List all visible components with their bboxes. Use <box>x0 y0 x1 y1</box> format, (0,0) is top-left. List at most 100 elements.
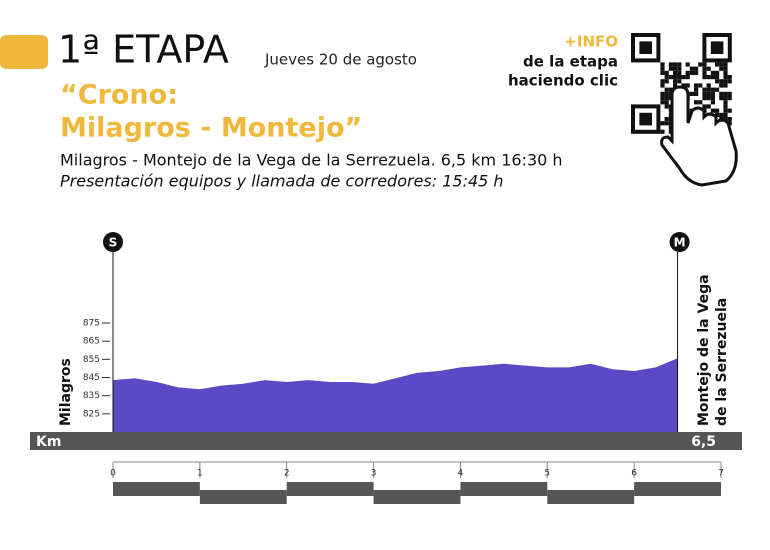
qr-module <box>660 62 665 67</box>
accent-tab <box>0 35 48 69</box>
qr-module <box>673 62 678 67</box>
stage-number: 1ª ETAPA <box>58 28 229 72</box>
qr-module <box>702 104 707 109</box>
qr-module <box>664 70 669 75</box>
qr-module <box>723 91 728 96</box>
qr-module <box>702 70 707 75</box>
km-segment <box>373 490 461 504</box>
qr-module <box>689 91 694 96</box>
x-tick-label: 7 <box>718 469 724 479</box>
qr-module <box>689 66 694 71</box>
qr-module <box>664 75 669 80</box>
qr-module <box>706 83 711 88</box>
qr-module <box>710 96 715 101</box>
qr-module <box>668 62 673 67</box>
qr-module <box>681 75 686 80</box>
qr-module <box>664 96 669 101</box>
end-label: 6,5 <box>691 434 716 450</box>
qr-module <box>710 70 715 75</box>
x-axis-label: Km <box>36 434 61 450</box>
qr-module <box>660 100 665 105</box>
x-tick-label: 6 <box>631 469 637 479</box>
qr-module <box>723 66 728 71</box>
qr-module <box>710 100 715 105</box>
qr-module <box>727 96 732 101</box>
qr-module <box>660 79 665 84</box>
qr-module <box>727 121 732 126</box>
qr-module <box>702 91 707 96</box>
qr-module <box>698 100 703 105</box>
info-text: de la etapa <box>523 53 618 71</box>
qr-module <box>694 91 699 96</box>
qr-module <box>698 83 703 88</box>
qr-module <box>677 66 682 71</box>
qr-module <box>715 112 720 117</box>
qr-module <box>719 79 724 84</box>
km-bar <box>30 432 742 450</box>
qr-module <box>723 75 728 80</box>
qr-module <box>702 87 707 92</box>
x-tick-label: 4 <box>458 469 464 479</box>
qr-module <box>685 75 690 80</box>
qr-module <box>660 96 665 101</box>
x-tick-label: 3 <box>371 469 377 479</box>
qr-module <box>681 83 686 88</box>
qr-finder <box>702 33 732 63</box>
y-tick-label: 865 <box>83 337 100 347</box>
qr-module <box>660 121 665 126</box>
qr-module <box>664 87 669 92</box>
y-tick-label: 845 <box>83 373 100 383</box>
finish-marker <box>669 232 690 252</box>
qr-module <box>719 62 724 67</box>
km-segment <box>199 490 287 504</box>
qr-finder <box>710 41 724 54</box>
qr-module <box>719 112 724 117</box>
qr-module <box>673 79 678 84</box>
qr-module <box>723 108 728 113</box>
qr-module <box>702 66 707 71</box>
qr-module <box>673 66 678 71</box>
qr-module <box>677 62 682 67</box>
finish-label: Montejo de la Vega <box>696 274 712 426</box>
qr-module <box>668 75 673 80</box>
qr-module <box>673 75 678 80</box>
qr-module <box>706 87 711 92</box>
info-link[interactable]: +INFO <box>564 33 618 51</box>
qr-module <box>702 75 707 80</box>
qr-module <box>668 66 673 71</box>
qr-module <box>710 91 715 96</box>
qr-module <box>660 91 665 96</box>
qr-module <box>664 121 669 126</box>
km-segment <box>460 482 548 496</box>
x-tick-label: 1 <box>197 469 203 479</box>
hand-cursor <box>660 85 738 187</box>
qr-module <box>664 91 669 96</box>
qr-module <box>723 112 728 117</box>
qr-module <box>723 62 728 67</box>
qr-module <box>723 104 728 109</box>
qr-finder <box>639 41 652 54</box>
qr-module <box>694 66 699 71</box>
qr-module <box>727 117 732 122</box>
qr-module <box>660 70 665 75</box>
qr-module <box>715 75 720 80</box>
qr-module <box>706 96 711 101</box>
km-segment <box>286 482 374 496</box>
y-tick-label: 825 <box>83 409 100 419</box>
qr-module <box>715 62 720 67</box>
start-label: Milagros <box>58 358 74 426</box>
qr-module <box>664 79 669 84</box>
qr-module <box>710 87 715 92</box>
y-tick-label: 855 <box>83 355 100 365</box>
qr-module <box>685 62 690 67</box>
qr-module <box>677 70 682 75</box>
qr-finder <box>631 33 661 63</box>
qr-module <box>715 87 720 92</box>
qr-module <box>723 96 728 101</box>
qr-module <box>702 62 707 67</box>
x-tick-label: 0 <box>110 469 116 479</box>
area-fill <box>113 359 678 432</box>
qr-module <box>719 66 724 71</box>
x-tick-label: 5 <box>544 469 550 479</box>
